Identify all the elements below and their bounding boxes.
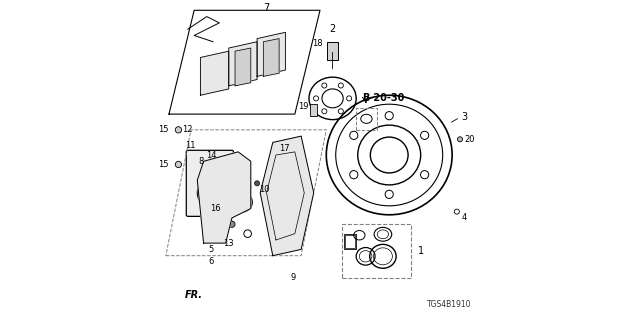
Text: 1: 1 [417,246,424,256]
FancyBboxPatch shape [223,181,228,198]
Polygon shape [200,51,228,95]
Ellipse shape [228,221,235,228]
Text: TGS4B1910: TGS4B1910 [426,300,471,309]
Bar [345,235,355,248]
FancyBboxPatch shape [213,165,220,182]
Text: 17: 17 [279,144,290,153]
Circle shape [458,137,463,142]
Polygon shape [257,32,285,76]
Text: 10: 10 [259,185,269,194]
Text: 2: 2 [330,24,336,34]
Ellipse shape [197,175,235,210]
Text: 15: 15 [159,160,169,169]
Text: 20: 20 [465,135,476,144]
Ellipse shape [230,192,252,212]
Polygon shape [228,42,257,86]
Text: 7: 7 [264,4,269,13]
Text: 13: 13 [223,239,234,248]
Circle shape [255,181,260,186]
Text: 6: 6 [208,258,214,267]
Text: B-20-30: B-20-30 [362,93,405,103]
Text: 18: 18 [312,39,323,48]
FancyBboxPatch shape [327,42,339,60]
Bar [344,234,356,249]
Text: 3: 3 [461,112,468,122]
Ellipse shape [232,178,251,195]
Text: 15: 15 [159,125,169,134]
Text: 9: 9 [291,273,296,282]
Circle shape [175,161,182,168]
Text: FR.: FR. [185,290,203,300]
FancyBboxPatch shape [186,150,234,216]
Text: 19: 19 [298,102,309,111]
Text: 4: 4 [461,213,467,222]
Polygon shape [264,39,279,76]
Circle shape [175,127,182,133]
FancyBboxPatch shape [310,104,317,116]
Text: 8: 8 [198,157,204,166]
Text: 11: 11 [185,141,196,150]
Text: 14: 14 [205,150,216,159]
Text: 16: 16 [211,204,221,213]
Text: 5: 5 [208,245,214,254]
FancyBboxPatch shape [342,224,412,278]
Polygon shape [260,136,314,256]
Polygon shape [197,152,251,243]
Polygon shape [235,48,251,86]
Text: 12: 12 [182,125,193,134]
